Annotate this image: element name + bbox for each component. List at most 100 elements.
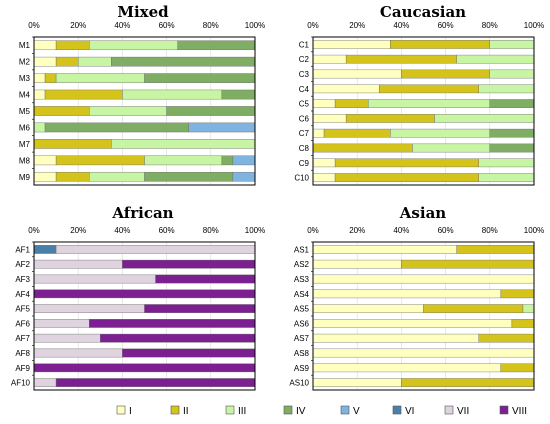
category-label: C1 <box>299 40 310 49</box>
x-tick-label: 60% <box>159 226 175 235</box>
bar-segment-iv <box>111 56 256 67</box>
bar-segment-iii <box>89 171 145 182</box>
category-label: AF5 <box>15 305 30 314</box>
bar-segment-iv <box>144 171 234 182</box>
bar-segment-ii <box>312 143 413 153</box>
legend-item-ii: II <box>170 405 189 417</box>
bar-segment-ii <box>55 40 90 51</box>
x-tick-label: 20% <box>70 21 86 30</box>
bar-segment-ii <box>55 171 90 182</box>
bar-segment-iii <box>390 128 491 138</box>
bar-segment-iv <box>489 99 535 108</box>
bar-segment-iii <box>522 304 535 313</box>
bar-segment-i <box>312 114 347 123</box>
legend-label: I <box>129 406 132 417</box>
legend-swatch <box>444 405 454 415</box>
plot-frame <box>33 36 256 186</box>
bar-segment-i <box>312 304 424 313</box>
category-label: AF10 <box>11 379 31 388</box>
category-label: C4 <box>299 85 310 94</box>
x-tick-label: 0% <box>307 226 319 235</box>
bar-segment-iv <box>177 40 256 51</box>
category-label: C7 <box>299 129 310 138</box>
bar-segment-i <box>312 245 457 254</box>
x-tick-label: 100% <box>524 226 544 235</box>
bar-segment-iii <box>89 40 178 51</box>
bar-segment-vii <box>33 259 123 269</box>
legend-item-i: I <box>116 405 132 417</box>
bar-segment-ii <box>323 128 391 138</box>
bar-segment-vii <box>33 378 57 387</box>
plot-frame <box>312 241 535 391</box>
x-tick-label: 100% <box>245 226 265 235</box>
bar-segment-viii <box>122 259 256 269</box>
bar-segment-iii <box>122 89 223 100</box>
legend-swatch <box>225 405 235 415</box>
x-tick-label: 60% <box>438 226 454 235</box>
bar-segment-ii <box>334 158 479 168</box>
bar-segment-iv <box>489 128 535 138</box>
category-label: AS3 <box>294 275 310 284</box>
bar-segment-ii <box>511 319 535 328</box>
bar-segment-viii <box>33 363 256 373</box>
category-label: AF2 <box>15 260 30 269</box>
bar-segment-i <box>33 89 46 100</box>
category-label: M6 <box>19 123 31 132</box>
bar-segment-iii <box>478 173 535 182</box>
legend-item-iv: IV <box>283 405 306 417</box>
bar-segment-i <box>312 363 502 373</box>
bar-segment-i <box>33 171 57 182</box>
legend-label: II <box>183 406 189 417</box>
bar-segment-ii <box>379 84 479 94</box>
x-tick-label: 60% <box>438 21 454 30</box>
legend-swatch <box>116 405 126 415</box>
bar-segment-iii <box>489 40 535 49</box>
panel-title: Asian <box>399 204 447 222</box>
x-tick-label: 40% <box>393 226 409 235</box>
bar-segment-ii <box>55 155 145 166</box>
bar-segment-iii <box>434 114 535 123</box>
category-label: M5 <box>19 107 31 116</box>
x-tick-label: 0% <box>28 226 40 235</box>
category-label: AF7 <box>15 334 30 343</box>
category-label: AF4 <box>15 290 30 299</box>
category-label: C8 <box>299 144 310 153</box>
legend-label: VII <box>457 406 469 417</box>
x-tick-label: 80% <box>482 21 498 30</box>
x-tick-label: 80% <box>203 21 219 30</box>
legend-item-vi: VI <box>392 405 414 417</box>
category-label: C3 <box>299 70 310 79</box>
bar-segment-iii <box>111 139 256 149</box>
x-tick-label: 40% <box>393 21 409 30</box>
legend-swatch <box>392 405 402 415</box>
bar-segment-iv <box>44 122 189 133</box>
plot-frame <box>33 241 256 391</box>
panel-title: African <box>111 204 173 222</box>
category-label: AS2 <box>294 260 310 269</box>
bar-segment-iii <box>489 69 535 79</box>
bar-segment-v <box>188 122 256 133</box>
bar-segment-i <box>33 40 57 51</box>
bar-segment-i <box>312 289 502 299</box>
legend-item-viii: VIII <box>499 405 527 417</box>
x-tick-label: 20% <box>349 226 365 235</box>
bar-segment-ii <box>423 304 524 313</box>
bar-segment-ii <box>456 245 535 254</box>
bar-segment-viii <box>100 333 256 343</box>
category-label: C5 <box>299 100 310 109</box>
category-label: M1 <box>19 41 31 50</box>
bar-segment-i <box>312 319 513 328</box>
category-label: AF1 <box>15 245 30 254</box>
bar-segment-i <box>312 259 402 269</box>
category-label: AS8 <box>294 349 310 358</box>
bar-segment-viii <box>33 289 256 299</box>
bar-segment-ii <box>55 56 79 67</box>
x-tick-label: 60% <box>159 21 175 30</box>
bar-segment-viii <box>144 304 256 313</box>
bar-segment-i <box>33 73 46 83</box>
category-label: AF8 <box>15 349 30 358</box>
category-label: C9 <box>299 159 310 168</box>
bar-segment-ii <box>33 139 112 149</box>
bar-segment-iii <box>55 73 145 83</box>
bar-segment-vii <box>33 319 90 328</box>
